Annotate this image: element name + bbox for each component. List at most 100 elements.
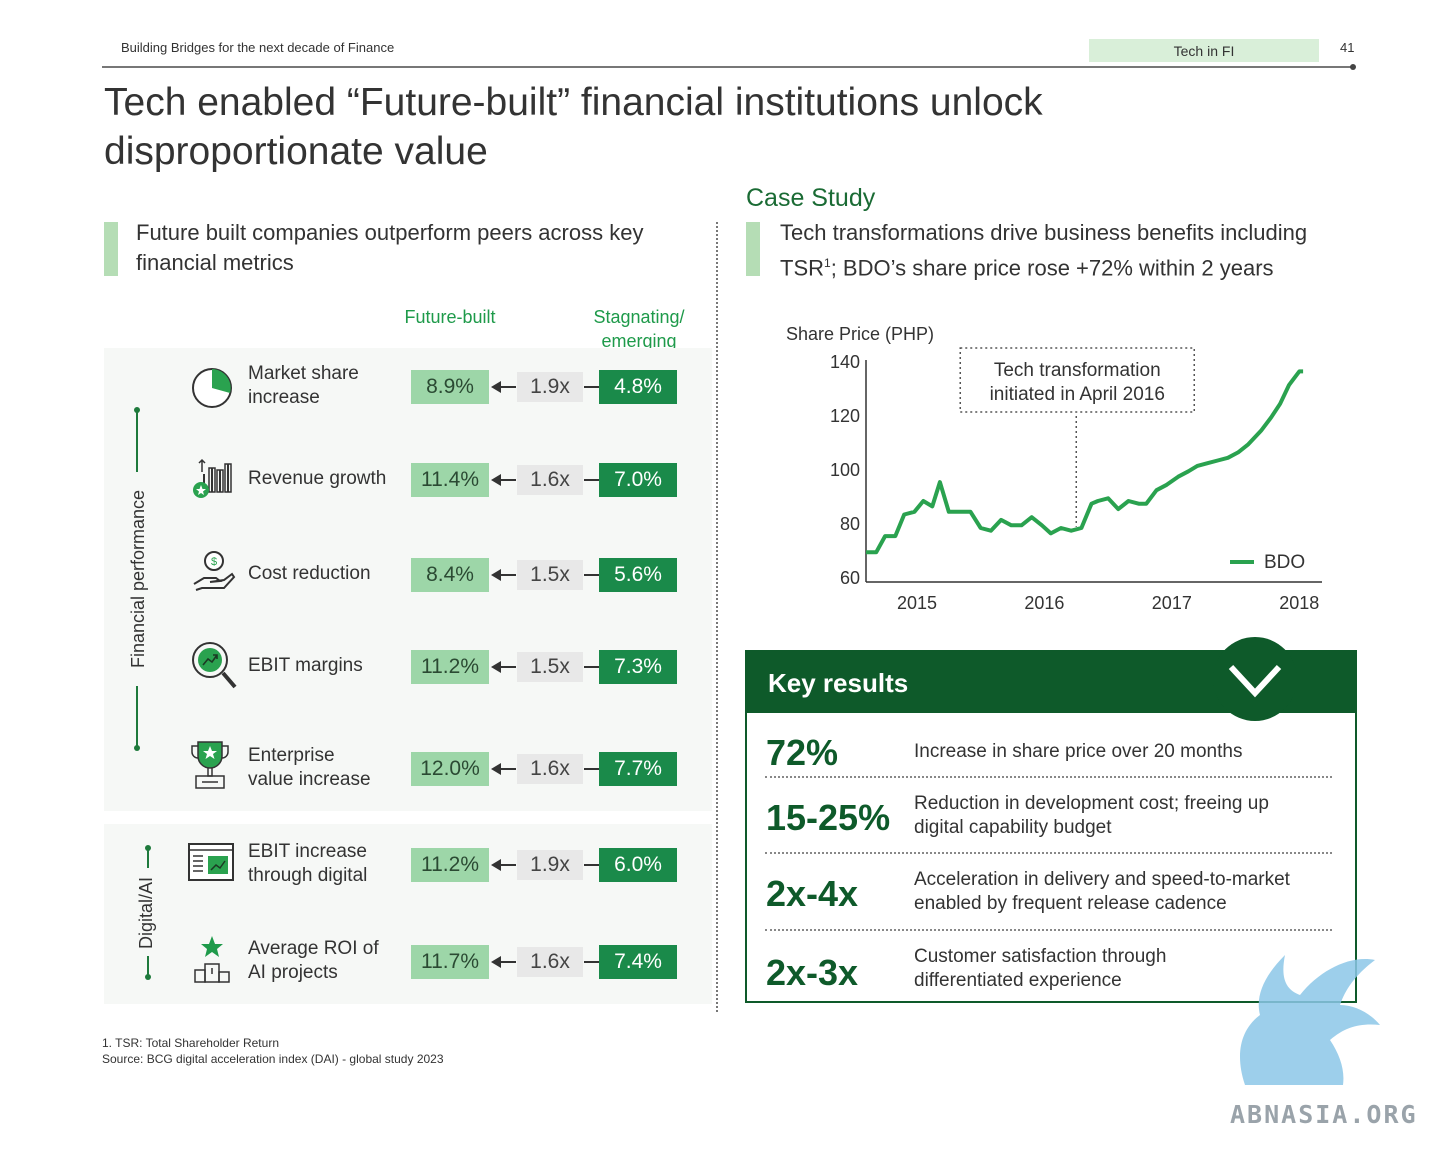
- header-divider-dot: [1350, 64, 1356, 70]
- footnote-source: Source: BCG digital acceleration index (…: [102, 1052, 444, 1066]
- chart-x-tick-label: 2015: [897, 593, 937, 610]
- digital-group-bottom-dot: [145, 974, 151, 980]
- header-title: Building Bridges for the next decade of …: [121, 40, 394, 55]
- annotation-text-line2: initiated in April 2016: [990, 384, 1165, 405]
- multiplier-value: 1.5x: [517, 652, 583, 682]
- arrow-shaft: [500, 666, 516, 668]
- page-title: Tech enabled “Future-built” financial in…: [104, 78, 1204, 176]
- financial-group-bottom-dot: [134, 745, 140, 751]
- chart-x-tick-label: 2017: [1152, 593, 1192, 610]
- metric-label-line: value increase: [248, 768, 371, 792]
- key-result-value: 72%: [766, 732, 838, 774]
- bar-chart-icon: [190, 456, 236, 500]
- future-built-value: 8.4%: [411, 558, 489, 592]
- arrow-shaft: [500, 574, 516, 576]
- magnifier-trend-icon: [190, 641, 240, 691]
- griffin-logo-icon: [1225, 935, 1390, 1100]
- metric-label: Enterprise value increase: [248, 744, 371, 792]
- future-built-value: 11.7%: [411, 945, 489, 979]
- share-price-chart: Share Price (PHP) 140 120 100 80 60 2015 2016 20…: [740, 310, 1360, 610]
- arrow-shaft: [500, 864, 516, 866]
- case-study-title: Case Study: [746, 184, 875, 213]
- metric-label: EBIT margins: [248, 654, 363, 678]
- metric-label-line: Average ROI of: [248, 937, 379, 961]
- metric-label-line: increase: [248, 386, 359, 410]
- multiplier-value: 1.9x: [517, 372, 583, 402]
- connector-line: [584, 864, 599, 866]
- chart-y-tick-label: 120: [830, 406, 860, 426]
- left-subhead-line2: financial metrics: [136, 248, 706, 278]
- pie-chart-icon: [190, 366, 234, 410]
- checkmark-chevron-icon: [1213, 637, 1297, 721]
- connector-line: [584, 479, 599, 481]
- section-separator: [716, 222, 718, 1012]
- dashboard-icon: [187, 842, 235, 884]
- metric-label: Average ROI of AI projects: [248, 937, 379, 985]
- stagnating-value: 7.3%: [599, 650, 677, 684]
- arrow-shaft: [500, 479, 516, 481]
- financial-group-line-bottom: [136, 686, 138, 748]
- chart-y-tick-label: 140: [830, 352, 860, 372]
- chart-x-tick-label: 2018: [1279, 593, 1319, 610]
- key-result-desc-line: Acceleration in delivery and speed-to-ma…: [914, 868, 1334, 892]
- key-result-divider: [765, 776, 1332, 778]
- metric-label: Market share increase: [248, 362, 359, 410]
- annotation-text-line1: Tech transformation: [994, 360, 1161, 381]
- arrow-shaft: [500, 386, 516, 388]
- stagnating-value: 6.0%: [599, 848, 677, 882]
- connector-line: [584, 574, 599, 576]
- financial-performance-label: Financial performance: [128, 479, 152, 679]
- financial-group-line-top: [136, 410, 138, 472]
- subhead-accent-bar: [104, 222, 118, 276]
- case-subhead-line1: Tech transformations drive business bene…: [780, 218, 1380, 248]
- key-result-desc-line: enabled by frequent release cadence: [914, 892, 1334, 916]
- page-title-line1: Tech enabled “Future-built” financial in…: [104, 78, 1204, 127]
- chart-y-tick-label: 100: [830, 460, 860, 480]
- key-result-desc: Increase in share price over 20 months: [914, 740, 1334, 764]
- key-result-desc-line: Increase in share price over 20 months: [914, 740, 1334, 764]
- multiplier-value: 1.6x: [517, 947, 583, 977]
- key-result-value: 2x-4x: [766, 873, 858, 915]
- footnote-marker: 1: [824, 256, 831, 270]
- digital-group-line-bottom: [147, 956, 149, 976]
- multiplier-value: 1.6x: [517, 754, 583, 784]
- chart-y-tick-label: 60: [840, 568, 860, 588]
- key-results-title: Key results: [768, 668, 908, 699]
- key-result-value: 15-25%: [766, 797, 890, 839]
- multiplier-value: 1.9x: [517, 850, 583, 880]
- svg-text:$: $: [211, 556, 217, 568]
- hand-coin-icon: $: [190, 548, 236, 594]
- key-result-desc-line: Reduction in development cost; freeing u…: [914, 792, 1334, 816]
- header-divider: [102, 66, 1354, 68]
- chart-y-axis-title: Share Price (PHP): [786, 324, 934, 344]
- metric-label: EBIT increase through digital: [248, 840, 367, 888]
- key-result-desc: Acceleration in delivery and speed-to-ma…: [914, 868, 1334, 916]
- key-result-desc: Reduction in development cost; freeing u…: [914, 792, 1334, 840]
- metric-label-line: Cost reduction: [248, 562, 371, 586]
- stagnating-value: 7.7%: [599, 752, 677, 786]
- arrow-shaft: [500, 961, 516, 963]
- future-built-value: 8.9%: [411, 370, 489, 404]
- future-built-value: 11.4%: [411, 463, 489, 497]
- watermark-text: ABNASIA.ORG: [1230, 1100, 1418, 1129]
- connector-line: [584, 768, 599, 770]
- metric-label: Revenue growth: [248, 467, 386, 491]
- metric-label-line: Market share: [248, 362, 359, 386]
- multiplier-value: 1.5x: [517, 560, 583, 590]
- case-subhead-rest: ; BDO’s share price rose +72% within 2 y…: [831, 255, 1274, 280]
- stagnating-value: 7.4%: [599, 945, 677, 979]
- column-header-future-built: Future-built: [380, 305, 520, 329]
- key-result-divider: [765, 852, 1332, 854]
- future-built-value: 12.0%: [411, 752, 489, 786]
- case-subhead: Tech transformations drive business bene…: [780, 218, 1380, 283]
- chart-x-tick-label: 2016: [1024, 593, 1064, 610]
- footnote-tsr: 1. TSR: Total Shareholder Return: [102, 1036, 279, 1050]
- arrow-shaft: [500, 768, 516, 770]
- metric-label: Cost reduction: [248, 562, 371, 586]
- stagnating-value: 5.6%: [599, 558, 677, 592]
- stagnating-value: 7.0%: [599, 463, 677, 497]
- stagnating-value: 4.8%: [599, 370, 677, 404]
- metric-label-line: AI projects: [248, 961, 379, 985]
- legend-label-bdo: BDO: [1264, 552, 1305, 573]
- future-built-value: 11.2%: [411, 650, 489, 684]
